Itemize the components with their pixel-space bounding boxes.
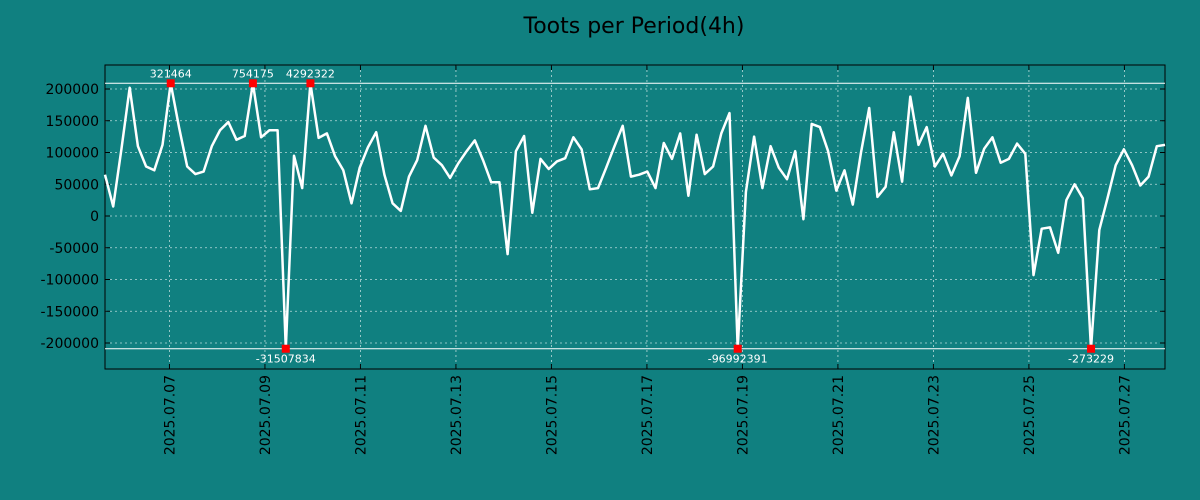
annotation-label: 4292322 [286,67,335,80]
outlier-marker [733,344,742,353]
annotation-label: -273229 [1068,353,1114,366]
annotation-layer: 321464 754175 4292322 -31507834 -96992391 -27… [150,67,1114,365]
outlier-marker [166,79,175,88]
x-tick-label: 2025.07.23 [926,375,942,455]
outlier-marker [281,344,290,353]
chart-title: Toots per Period(4h) [523,14,745,39]
y-tick-label: 100000 [46,146,99,162]
x-axis: 2025.07.07 2025.07.09 2025.07.11 2025.07.13… [162,65,1133,455]
x-tick-label: 2025.07.25 [1022,375,1038,455]
grid-layer [105,65,1165,369]
x-tick-label: 2025.07.27 [1117,375,1133,455]
x-tick-label: 2025.07.17 [640,375,656,455]
clip-lines [105,82,1165,350]
x-tick-label: 2025.07.07 [162,375,178,455]
x-tick-label: 2025.07.13 [449,375,465,455]
outlier-marker [306,79,315,88]
outlier-marker [248,79,257,88]
y-tick-label: 0 [90,209,99,225]
y-tick-label: -50000 [49,241,99,257]
y-tick-label: -200000 [41,336,100,352]
annotation-label: 321464 [150,67,192,80]
plot-area-frame [104,64,1166,370]
marker-layer [166,79,1096,353]
series-line [103,82,1166,350]
x-tick-label: 2025.07.21 [831,375,847,455]
series-layer [103,82,1166,350]
annotation-label: 754175 [232,67,274,80]
x-tick-label: 2025.07.11 [353,375,369,455]
y-tick-label: 200000 [46,82,99,98]
y-tick-label: -150000 [41,304,100,320]
annotation-label: -31507834 [256,353,316,366]
x-tick-label: 2025.07.15 [544,375,560,455]
y-tick-label: 150000 [46,114,99,130]
outlier-marker [1087,344,1096,353]
x-tick-label: 2025.07.09 [258,375,274,455]
y-tick-label: -100000 [41,273,100,289]
y-axis: 200000 150000 100000 50000 0 -50000 -100000 -15… [41,82,1165,352]
x-tick-label: 2025.07.19 [735,375,751,455]
y-tick-label: 50000 [54,177,99,193]
annotation-label: -96992391 [708,353,768,366]
